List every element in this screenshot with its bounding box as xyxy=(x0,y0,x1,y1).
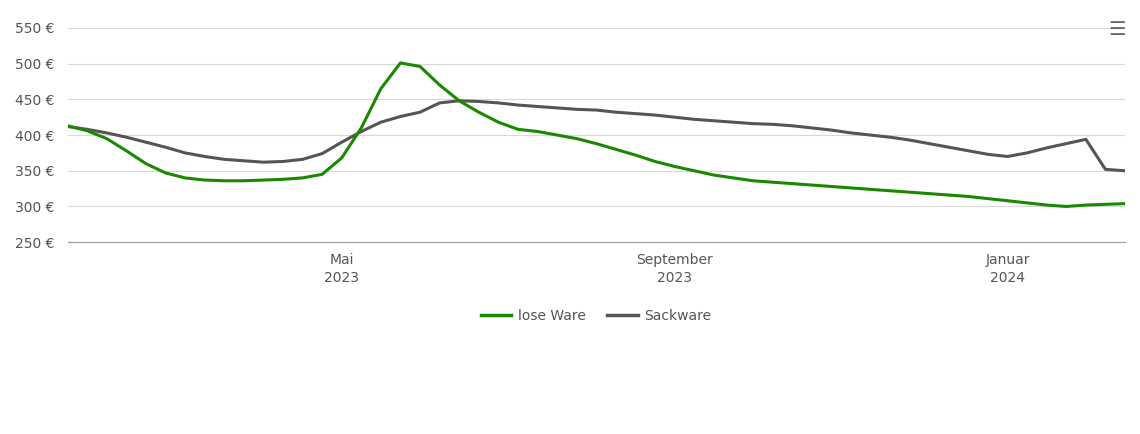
Legend: lose Ware, Sackware: lose Ware, Sackware xyxy=(475,304,717,329)
Text: ☰: ☰ xyxy=(1109,20,1126,39)
